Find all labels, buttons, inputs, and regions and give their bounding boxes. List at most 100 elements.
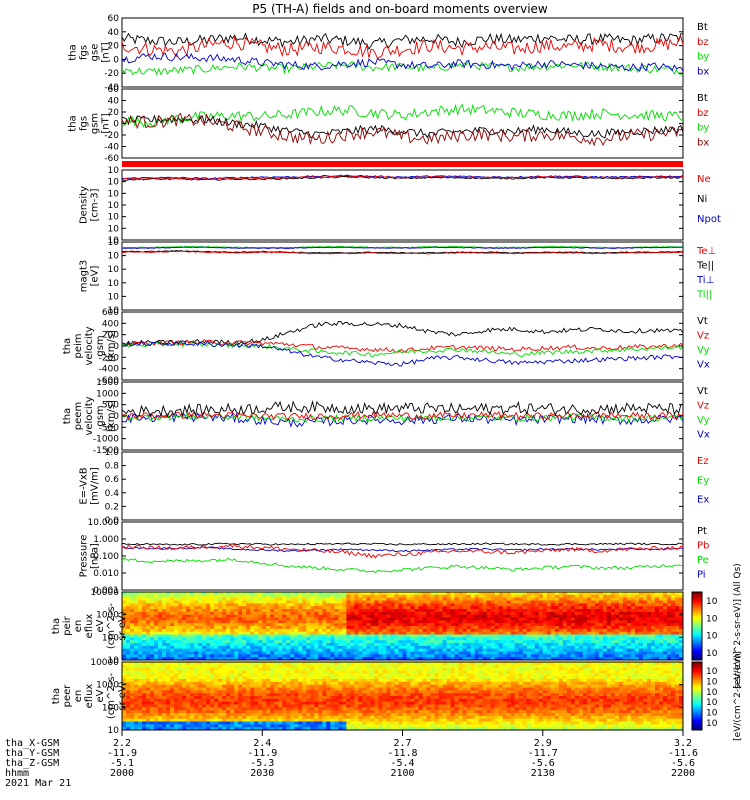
heatmap-cell — [138, 600, 143, 604]
heatmap-cell — [258, 600, 263, 604]
heatmap-cell — [650, 648, 656, 652]
heatmap-cell — [210, 597, 215, 601]
heatmap-cell — [350, 623, 355, 627]
heatmap-cell — [478, 603, 484, 607]
heatmap-cell — [234, 713, 239, 717]
heatmap-cell — [434, 643, 439, 647]
heatmap-cell — [618, 600, 624, 604]
heatmap-cell — [630, 609, 636, 613]
heatmap-cell — [550, 594, 556, 599]
heatmap-cell — [278, 679, 283, 683]
heatmap-cell — [670, 628, 676, 633]
heatmap-cell — [302, 654, 307, 658]
heatmap-cell — [238, 657, 243, 661]
heatmap-cell — [326, 693, 331, 697]
heatmap-cell — [294, 657, 299, 661]
heatmap-cell — [166, 713, 171, 717]
heatmap-cell — [450, 631, 455, 635]
heatmap-cell — [542, 594, 548, 599]
heatmap-cell — [422, 645, 427, 650]
heatmap-cell — [234, 693, 239, 697]
heatmap-cell — [122, 640, 127, 644]
heatmap-cell — [618, 657, 624, 661]
heatmap-cell — [518, 617, 524, 621]
heatmap-cell — [266, 698, 271, 703]
heatmap-cell — [286, 617, 291, 621]
heatmap-cell — [182, 634, 187, 638]
heatmap-cell — [206, 687, 211, 691]
heatmap-cell — [170, 614, 175, 618]
heatmap-cell — [142, 673, 147, 677]
heatmap-cell — [422, 634, 427, 638]
heatmap-cell — [458, 592, 464, 596]
heatmap-cell — [242, 600, 247, 604]
heatmap-cell — [358, 648, 363, 652]
heatmap-cell — [298, 676, 303, 680]
heatmap-cell — [570, 600, 576, 604]
heatmap-cell — [406, 623, 411, 627]
heatmap-cell — [262, 597, 267, 601]
heatmap-cell — [282, 721, 287, 725]
heatmap-cell — [458, 651, 464, 655]
heatmap-cell — [134, 718, 139, 722]
heatmap-cell — [210, 721, 215, 725]
y-tick-label: 10 — [108, 224, 120, 234]
heatmap-cell — [546, 620, 552, 624]
heatmap-cell — [234, 727, 239, 731]
heatmap-cell — [210, 634, 215, 638]
panel-frame — [121, 169, 684, 241]
heatmap-cell — [262, 710, 267, 714]
y-tick-label: 40 — [108, 28, 120, 38]
heatmap-cell — [670, 614, 676, 618]
heatmap-cell — [310, 643, 315, 647]
heatmap-cell — [502, 634, 508, 638]
heatmap-cell — [458, 648, 464, 652]
heatmap-cell — [290, 704, 295, 708]
heatmap-cell — [510, 594, 516, 599]
heatmap-cell — [270, 657, 275, 661]
heatmap-cell — [294, 701, 299, 705]
heatmap-cell — [182, 727, 187, 731]
heatmap-cell — [630, 592, 636, 596]
heatmap-cell — [230, 704, 235, 708]
heatmap-cell — [286, 634, 291, 638]
heatmap-cell — [378, 623, 383, 627]
heatmap-cell — [298, 670, 303, 674]
heatmap-cell — [186, 623, 191, 627]
heatmap-cell — [122, 676, 127, 680]
heatmap-cell — [250, 713, 255, 717]
heatmap-cell — [278, 721, 283, 725]
legend-entry: Ti|| — [696, 290, 712, 301]
heatmap-cell — [598, 634, 604, 638]
heatmap-cell — [302, 681, 307, 686]
heatmap-cell — [134, 620, 139, 624]
heatmap-cell — [298, 597, 303, 601]
heatmap-cell — [550, 617, 556, 621]
heatmap-cell — [606, 648, 612, 652]
heatmap-cell — [510, 614, 516, 618]
heatmap-cell — [390, 609, 395, 613]
heatmap-cell — [418, 611, 423, 616]
heatmap-cell — [498, 603, 504, 607]
heatmap-cell — [202, 631, 207, 635]
heatmap-cell — [134, 715, 139, 720]
heatmap-cell — [490, 600, 496, 604]
heatmap-cell — [602, 626, 608, 630]
legend-entry: bx — [697, 137, 709, 148]
heatmap-cell — [234, 611, 239, 616]
heatmap-cell — [130, 592, 135, 596]
heatmap-cell — [318, 684, 323, 688]
heatmap-cell — [126, 640, 131, 644]
heatmap-cell — [242, 617, 247, 621]
heatmap-cell — [278, 592, 283, 596]
heatmap-cell — [394, 637, 399, 641]
heatmap-cell — [262, 623, 267, 627]
heatmap-cell — [490, 628, 496, 633]
heatmap-cell — [234, 628, 239, 633]
y-axis-label-line: gse — [90, 44, 101, 62]
heatmap-cell — [138, 704, 143, 708]
heatmap-cell — [138, 662, 143, 666]
heatmap-cell — [130, 715, 135, 720]
heatmap-cell — [202, 620, 207, 624]
heatmap-cell — [314, 707, 319, 711]
